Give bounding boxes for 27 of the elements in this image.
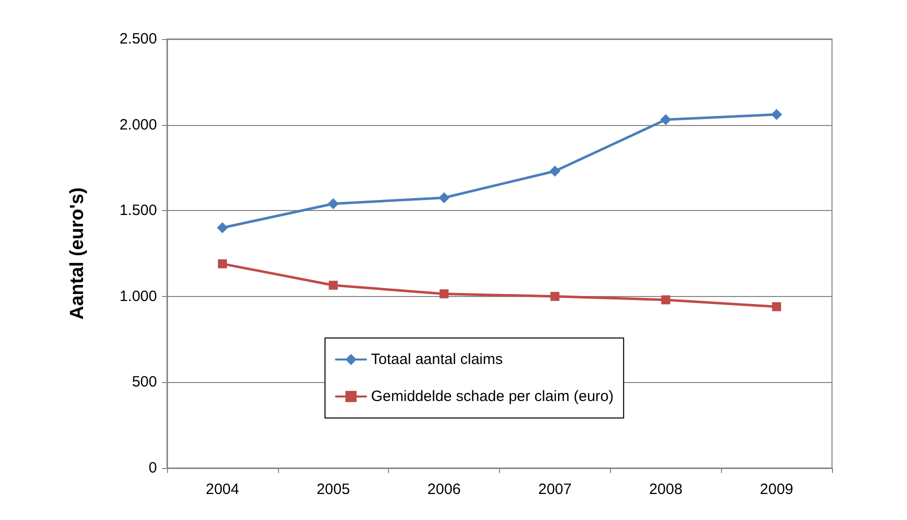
point <box>661 295 670 304</box>
point <box>438 192 450 204</box>
legend-label: Gemiddelde schade per claim (euro) <box>371 388 614 405</box>
y-tick-label: 500 <box>132 374 157 391</box>
point <box>549 166 560 177</box>
legend-label: Totaal aantal claims <box>371 351 503 368</box>
point <box>660 114 672 126</box>
x-tick-label: 2009 <box>760 481 794 498</box>
point <box>772 302 782 312</box>
point <box>550 292 560 301</box>
x-tick-label: 2004 <box>206 481 240 498</box>
y-tick-label: 2.500 <box>119 30 157 48</box>
x-tick-label: 2007 <box>538 481 572 498</box>
y-axis-title: Aantal (euro's) <box>67 187 88 320</box>
point <box>328 280 338 290</box>
x-tick-label: 2005 <box>316 481 350 498</box>
y-tick-label: 1.500 <box>119 202 157 220</box>
x-tick-label: 2006 <box>427 481 461 498</box>
point <box>218 259 227 268</box>
y-tick-label: 2.000 <box>119 116 157 134</box>
point <box>771 109 782 120</box>
point <box>328 198 339 210</box>
y-tick-label: 0 <box>148 460 157 476</box>
point <box>216 222 228 234</box>
x-tick-label: 2008 <box>649 481 682 498</box>
y-tick-label: 1.000 <box>119 288 157 305</box>
point <box>440 289 449 298</box>
